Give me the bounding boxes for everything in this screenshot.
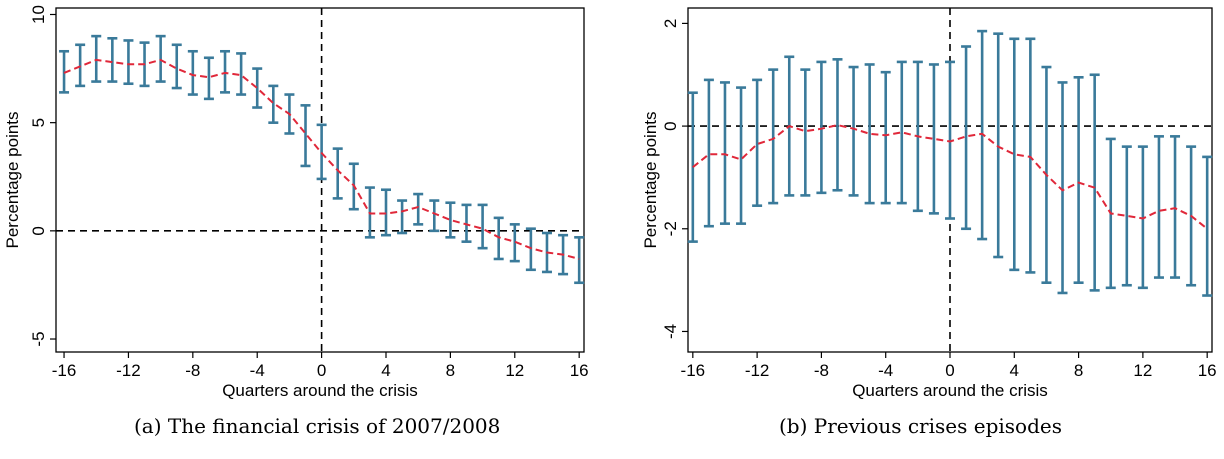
confidence-interval-bar (1089, 73, 1100, 292)
confidence-interval-bar (719, 81, 730, 225)
y-tick-label: -2 (661, 221, 680, 236)
confidence-interval-bar (574, 236, 585, 285)
x-tick-label: 16 (570, 361, 589, 380)
confidence-interval-bar (252, 67, 263, 109)
plot-frame (55, 7, 585, 353)
confidence-interval-bar (477, 203, 488, 250)
confidence-interval-bar (187, 49, 198, 96)
confidence-interval-bar (1009, 37, 1020, 272)
caption-panel-a: (a) The financial crisis of 2007/2008 (134, 414, 501, 438)
x-axis-label: Quarters around the crisis (222, 381, 418, 400)
confidence-interval-bar (155, 34, 166, 83)
x-tick-label: 0 (317, 361, 326, 380)
confidence-interval-bar (445, 201, 456, 239)
x-tick-label: 12 (505, 361, 524, 380)
confidence-interval-bar (316, 123, 327, 181)
x-tick-label: 4 (1010, 361, 1019, 380)
confidence-interval-bar (397, 199, 408, 235)
x-tick-label: -12 (116, 361, 141, 380)
x-tick-label: -8 (185, 361, 200, 380)
confidence-interval-bar (429, 199, 440, 233)
confidence-interval-bar (703, 78, 714, 228)
panel-b-chart: -16 -12 -8 -4 0 4 8 12 16 -4 -2 0 2 Quarters around t… (641, 7, 1217, 400)
confidence-interval-bar (1170, 135, 1181, 279)
confidence-interval-bar (800, 68, 811, 197)
confidence-interval-bar (945, 60, 955, 220)
caption-panel-b: (b) Previous crises episodes (779, 414, 1062, 438)
confidence-interval-bar (961, 45, 972, 231)
panel-a-chart: -16 -12 -8 -4 0 4 8 12 16 -5 0 5 10 Quarters around t… (3, 5, 589, 400)
x-tick-label: -4 (878, 361, 893, 380)
confidence-interval-bar (768, 68, 779, 205)
confidence-interval-bar (880, 70, 891, 205)
confidence-interval-bar (1025, 37, 1036, 274)
confidence-interval-bar (236, 52, 247, 96)
x-tick-label: 12 (1133, 361, 1152, 380)
confidence-interval-bar (123, 39, 134, 86)
confidence-interval-bar (1202, 155, 1213, 297)
x-tick-label: 8 (446, 361, 455, 380)
x-tick-label: 4 (381, 361, 390, 380)
y-tick-label: 2 (661, 19, 680, 28)
confidence-interval-bar (1121, 145, 1132, 287)
y-tick-label: -4 (661, 324, 680, 339)
confidence-interval-bar (332, 147, 343, 200)
confidence-interval-bar (736, 86, 747, 225)
x-tick-label: -4 (250, 361, 265, 380)
x-tick-label: 8 (1074, 361, 1083, 380)
confidence-interval-bar (1153, 135, 1164, 279)
confidence-interval-bar (928, 63, 939, 215)
confidence-interval-bar (493, 216, 504, 261)
confidence-interval-bar (300, 104, 311, 168)
confidence-interval-bar (525, 227, 536, 272)
confidence-interval-bar (848, 65, 859, 197)
y-tick-label: 0 (661, 121, 680, 130)
confidence-interval-bar (832, 58, 843, 192)
confidence-interval-bar (864, 63, 875, 205)
confidence-interval-bar (1137, 145, 1148, 290)
confidence-interval-bar (220, 49, 231, 94)
y-tick-label: 0 (29, 226, 48, 235)
x-tick-label: 0 (945, 361, 954, 380)
x-tick-label: -16 (681, 361, 706, 380)
y-tick-label: 10 (29, 5, 48, 24)
x-tick-label: -16 (52, 361, 77, 380)
confidence-interval-bar (896, 60, 907, 205)
confidence-interval-bar (171, 43, 182, 90)
y-tick-label: -5 (29, 331, 48, 346)
confidence-interval-bar (91, 34, 102, 83)
x-tick-label: -8 (814, 361, 829, 380)
x-tick-label: 16 (1198, 361, 1217, 380)
point-estimate-line (63, 58, 580, 260)
y-tick-label: 5 (29, 118, 48, 127)
confidence-interval-bar (413, 192, 424, 226)
confidence-interval-bar (381, 188, 391, 237)
confidence-interval-bar (203, 56, 214, 101)
x-axis-label: Quarters around the crisis (852, 381, 1048, 400)
point-estimate-line (692, 124, 1208, 230)
y-axis-label: Percentage points (3, 111, 22, 248)
x-tick-label: -12 (745, 361, 770, 380)
y-axis-label: Percentage points (641, 111, 660, 248)
confidence-interval-bar (752, 78, 763, 207)
confidence-interval-bar (1073, 76, 1084, 284)
confidence-interval-bar (107, 36, 118, 83)
confidence-interval-bar (268, 84, 279, 124)
confidence-interval-bar (461, 203, 472, 243)
confidence-interval-bar (816, 60, 827, 195)
confidence-interval-bar (1057, 81, 1068, 295)
